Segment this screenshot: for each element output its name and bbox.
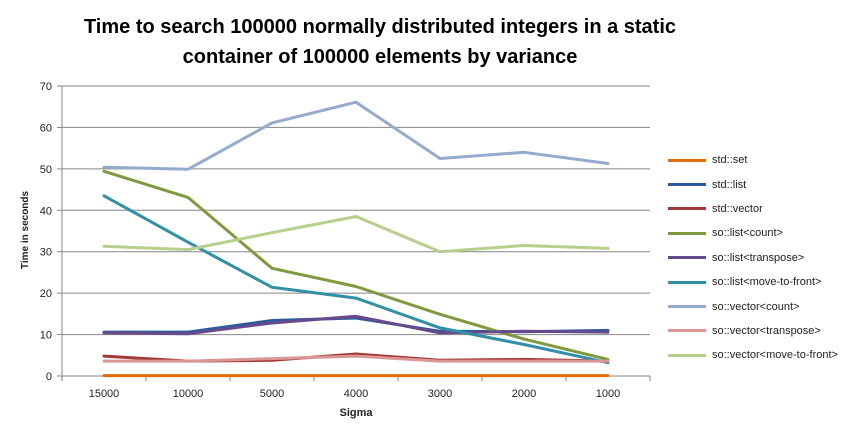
legend-item: std::list [668, 172, 854, 196]
x-tick-label: 4000 [344, 388, 368, 400]
legend-item: std::vector [668, 197, 854, 221]
legend-swatch [668, 158, 706, 162]
chart-title-line-1: Time to search 100000 normally distribut… [83, 16, 677, 38]
x-tick-label: 1000 [596, 388, 620, 400]
series-line [102, 354, 610, 363]
x-tick-label: 10000 [173, 388, 204, 400]
axes [61, 86, 651, 381]
series-line [102, 314, 610, 336]
legend-swatch [668, 280, 706, 284]
legend-item: so::list<move-to-front> [668, 270, 854, 294]
legend-item: std::set [668, 148, 854, 172]
y-tick-labels: 0 10 20 30 40 50 60 70 [40, 81, 52, 383]
x-tick-label: 2000 [512, 388, 536, 400]
x-tick-label: 15000 [89, 388, 120, 400]
series-line [102, 194, 610, 365]
y-tick-label: 70 [40, 81, 52, 93]
legend-label: so::list<count> [712, 227, 783, 240]
legend-item: so::list<transpose> [668, 246, 854, 270]
legend-item: so::vector<count> [668, 294, 854, 318]
legend-swatch [668, 183, 706, 187]
legend-label: std::set [712, 154, 748, 167]
legend-swatch [668, 207, 706, 211]
series-line [102, 215, 610, 254]
legend-swatch [668, 231, 706, 235]
legend-item: so::vector<transpose> [668, 319, 854, 343]
legend-label: so::list<move-to-front> [712, 276, 822, 289]
series-lines [102, 100, 610, 378]
legend-label: std::vector [712, 202, 763, 215]
legend-swatch [668, 329, 706, 333]
legend-label: std::list [712, 178, 747, 191]
chart-title: Time to search 100000 normally distribut… [60, 12, 700, 72]
series-line [102, 100, 610, 171]
legend-swatch [668, 353, 706, 357]
y-tick-label: 0 [46, 371, 52, 383]
legend-label: so::list<transpose> [712, 251, 805, 264]
legend-swatch [668, 256, 706, 260]
chart-title-line-2: container of 100000 elements by variance [182, 46, 578, 68]
legend-item: so::vector<move-to-front> [668, 343, 854, 367]
y-tick-label: 40 [40, 205, 52, 217]
legend-label: so::vector<count> [712, 300, 800, 313]
x-axis-label: Sigma [339, 407, 373, 419]
y-tick-label: 20 [40, 288, 52, 300]
legend-label: so::vector<transpose> [712, 324, 821, 337]
legend-label: so::vector<move-to-front> [712, 349, 838, 362]
x-tick-labels: 15000 10000 5000 4000 3000 2000 1000 [89, 388, 621, 400]
x-tick-label: 5000 [260, 388, 284, 400]
legend-item: so::list<count> [668, 221, 854, 245]
legend-swatch [668, 305, 706, 309]
y-tick-label: 10 [40, 330, 52, 342]
y-tick-label: 50 [40, 164, 52, 176]
y-tick-label: 30 [40, 247, 52, 259]
series-line [102, 169, 610, 361]
y-tick-label: 60 [40, 122, 52, 134]
y-axis-label: Time in seconds [20, 190, 31, 269]
x-tick-label: 3000 [428, 388, 452, 400]
